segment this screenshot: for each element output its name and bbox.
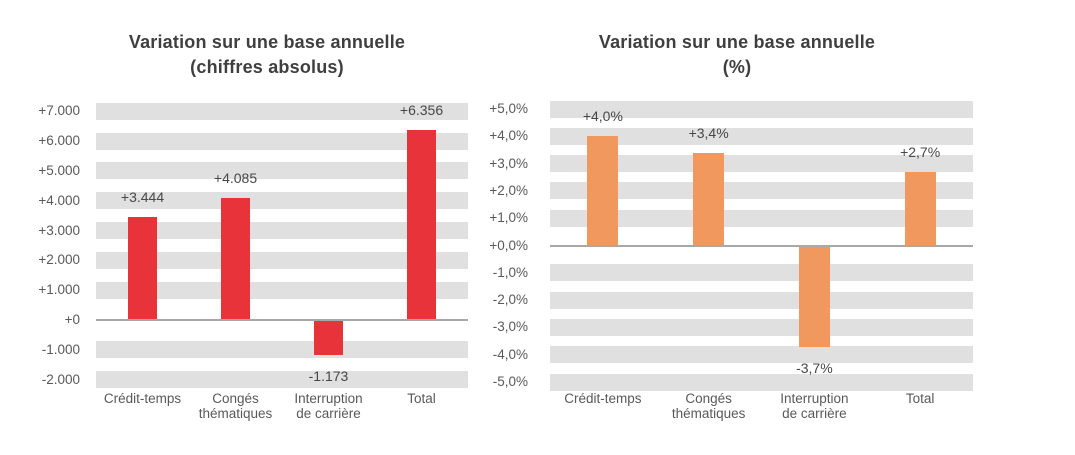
left-grid-band (96, 162, 468, 180)
left-grid-band (96, 371, 468, 389)
left-grid-band (96, 192, 468, 210)
right-grid-band (550, 127, 973, 145)
right-data-label: +3,4% (688, 124, 729, 141)
left-data-label: +6.356 (399, 102, 444, 119)
right-y-axis-label: -5,0% (492, 374, 528, 389)
left-y-axis-label: +7.000 (38, 103, 80, 119)
left-x-axis-line (96, 319, 468, 321)
right-grid-band (550, 100, 973, 118)
right-chart-title: Variation sur une base annuelle (%) (599, 30, 875, 80)
right-y-axis-label: +1,0% (489, 210, 528, 226)
left-grid-band (96, 281, 468, 299)
right-bar (693, 152, 725, 246)
right-y-axis-label: +5,0% (489, 101, 528, 116)
right-y-axis-label: -4,0% (492, 346, 528, 362)
left-y-axis-label: +2.000 (38, 252, 80, 268)
left-grid-band (96, 222, 468, 239)
left-chart-title-line2: (chiffres absolus) (190, 57, 344, 77)
right-bar (587, 136, 619, 246)
left-category-label: Congés thématiques (198, 391, 273, 421)
left-grid-band (96, 341, 468, 359)
right-bar (798, 245, 830, 347)
right-data-label: -3,7% (796, 359, 833, 376)
left-grid-band (96, 132, 468, 150)
right-y-axis-label: +4,0% (489, 128, 528, 144)
right-category-label: Interruption de carrière (780, 391, 849, 421)
right-grid-band (550, 291, 973, 309)
left-bar (128, 217, 157, 320)
right-y-axis-label: +0,0% (489, 237, 528, 253)
left-y-axis-label: +6.000 (38, 133, 80, 148)
left-chart-title-line1: Variation sur une base annuelle (128, 32, 406, 52)
right-category-label: Total (905, 391, 935, 406)
right-y-axis-label: -3,0% (492, 319, 528, 335)
left-grid-band (96, 102, 468, 120)
left-y-axis-label: +1.000 (38, 282, 80, 298)
right-chart-title-line2: (%) (722, 57, 752, 77)
left-y-axis-label: +5.000 (38, 162, 80, 178)
right-y-axis-label: +2,0% (489, 182, 528, 198)
left-data-label: -1.173 (308, 367, 349, 384)
right-y-axis-label: -2,0% (492, 292, 528, 308)
right-grid-band (550, 209, 973, 227)
right-grid-band (550, 346, 973, 364)
left-y-axis-label: +0 (64, 312, 80, 327)
right-grid-band (550, 155, 973, 173)
right-data-label: +4,0% (582, 108, 623, 125)
left-data-label: +4.085 (213, 170, 258, 187)
left-y-axis-label: +3.000 (38, 222, 80, 238)
right-grid-band (550, 373, 973, 391)
left-data-label: +3.444 (120, 189, 165, 206)
left-grid-band (96, 251, 468, 269)
left-category-label: Interruption de carrière (294, 391, 363, 421)
left-category-label: Total (407, 391, 436, 406)
left-category-label: Crédit-temps (103, 391, 182, 406)
right-x-axis-line (550, 244, 973, 247)
right-chart-title-line1: Variation sur une base annuelle (598, 32, 876, 52)
left-chart-title: Variation sur une base annuelle (chiffre… (129, 30, 405, 80)
left-bar (407, 130, 436, 320)
right-category-label: Crédit-temps (564, 391, 642, 406)
right-category-label: Congés thématiques (671, 391, 746, 421)
right-y-axis-label: -1,0% (492, 264, 528, 280)
right-bar (904, 171, 936, 246)
left-bar (314, 320, 343, 355)
right-data-label: +2,7% (900, 143, 941, 160)
right-grid-band (550, 318, 973, 336)
left-y-axis-label: -1.000 (41, 341, 80, 357)
left-bar (221, 198, 250, 320)
left-y-axis-label: -2.000 (41, 371, 80, 387)
left-y-axis-label: +4.000 (38, 192, 80, 208)
right-grid-band (550, 264, 973, 282)
right-grid-band (550, 182, 973, 200)
right-y-axis-label: +3,0% (489, 155, 528, 171)
